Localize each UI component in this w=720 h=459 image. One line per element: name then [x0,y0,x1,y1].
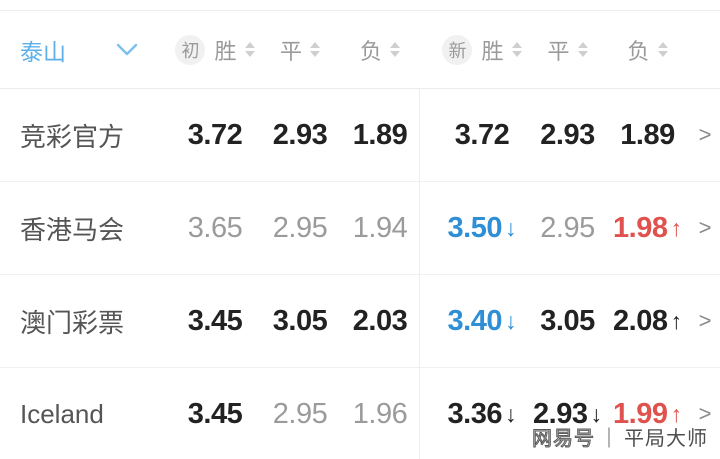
odds-value: 3.40 [447,304,503,337]
odds-value: 2.93 [540,118,595,151]
odds-value: 2.93 [533,397,588,430]
odds-value: 3.05 [272,304,328,337]
odds-value: 1.98 [613,211,668,244]
team-name: 泰山 [20,38,66,65]
trend-arrow-icon: ↑ [670,214,682,241]
chevron-down-icon[interactable] [116,43,138,56]
header-latest-win[interactable]: 新 胜 [420,34,530,66]
win-column-label: 胜 [214,38,237,64]
watermark-separator: ｜ [599,428,620,450]
odds-value: 3.36 [447,397,503,430]
odds-value: 3.45 [187,304,243,337]
sort-icon[interactable] [657,42,668,57]
top-divider [0,10,720,11]
trend-arrow-icon: ↓ [504,214,517,241]
sort-icon[interactable] [511,42,522,57]
draw-column-label: 平 [279,38,302,64]
vertical-divider [419,89,420,459]
table-row[interactable]: 竞彩官方 3.72 2.93 1.89 3.72 2.93 1.89 > [0,89,720,182]
odds-value: 2.93 [272,118,328,151]
odds-value: 1.96 [352,397,408,430]
table-row[interactable]: 香港马会 3.65 2.95 1.94 3.50 ↓ 2.95 1.98 ↑ > [0,182,720,275]
odds-value: 3.72 [454,118,510,151]
header-initial-win[interactable]: 初 胜 [170,34,260,66]
odds-value: 2.95 [272,397,328,430]
sort-icon[interactable] [244,42,255,57]
bookmaker-name: Iceland [20,398,104,429]
trend-arrow-icon: ↑ [670,307,682,334]
win-column-label: 胜 [481,38,504,64]
sort-icon[interactable] [577,42,588,57]
header-latest-lose[interactable]: 负 [605,34,690,66]
odds-value: 3.05 [540,304,595,337]
odds-value: 3.50 [447,211,503,244]
trend-arrow-icon: ↓ [590,400,602,427]
bookmaker-name: 香港马会 [20,214,125,245]
odds-value: 2.95 [272,211,328,244]
odds-value: 2.08 [613,304,668,337]
odds-table-header: 泰山 初 胜 平 负 新 胜 平 负 [0,11,720,89]
table-row[interactable]: Iceland 3.45 2.95 1.96 3.36 ↓ 2.93 ↓ 1.99 ↑… [0,368,720,459]
watermark: 网易号 ｜ 平局大师 [532,422,708,451]
trend-arrow-icon: ↑ [670,400,682,427]
watermark-author: 平局大师 [624,428,708,450]
latest-odds-badge: 新 [442,34,473,65]
row-detail-chevron-icon[interactable]: > [698,401,712,426]
odds-value: 1.89 [352,118,408,151]
bookmaker-name: 竞彩官方 [20,121,125,152]
odds-value: 3.65 [187,211,243,244]
odds-value: 1.94 [352,211,408,244]
trend-arrow-icon: ↓ [504,400,517,427]
team-selector[interactable]: 泰山 [0,33,170,67]
table-row[interactable]: 澳门彩票 3.45 3.05 2.03 3.40 ↓ 3.05 2.08 ↑ > [0,275,720,368]
sort-icon[interactable] [390,42,400,57]
sort-icon[interactable] [310,42,320,57]
row-detail-chevron-icon[interactable]: > [698,122,712,147]
trend-arrow-icon: ↓ [504,307,517,334]
header-latest-draw[interactable]: 平 [530,34,605,66]
odds-value: 2.95 [540,211,595,244]
odds-value: 3.72 [187,118,243,151]
odds-value: 1.89 [620,118,675,151]
header-initial-draw[interactable]: 平 [260,34,340,66]
bookmaker-name: 澳门彩票 [20,307,125,338]
row-detail-chevron-icon[interactable]: > [698,308,712,333]
odds-value: 1.99 [613,397,668,430]
odds-value: 3.45 [187,397,243,430]
row-detail-chevron-icon[interactable]: > [698,215,712,240]
draw-column-label: 平 [547,38,570,64]
odds-value: 2.03 [352,304,408,337]
initial-odds-badge: 初 [175,34,206,65]
watermark-brand: 网易号 [532,428,595,451]
lose-column-label: 负 [359,38,382,64]
lose-column-label: 负 [627,38,650,64]
odds-table-body: 竞彩官方 3.72 2.93 1.89 3.72 2.93 1.89 > 香港马… [0,89,720,459]
header-initial-lose[interactable]: 负 [340,34,420,66]
